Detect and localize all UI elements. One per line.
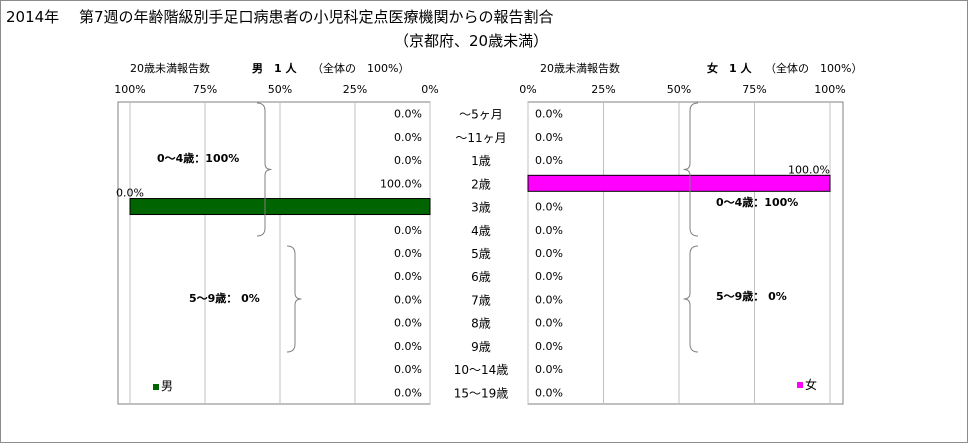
female-data-label: 0.0% bbox=[535, 386, 563, 399]
female-tick-label: 75% bbox=[742, 83, 766, 96]
female-share: （全体の 100%） bbox=[765, 62, 863, 75]
male-data-label: 0.0% bbox=[394, 131, 422, 144]
age-category-label: 10～14歳 bbox=[454, 363, 509, 377]
female-data-label: 0.0% bbox=[535, 363, 563, 376]
male-caption: 20歳未満報告数 bbox=[130, 62, 210, 75]
female-plot-area bbox=[527, 101, 844, 405]
female-tick-label: 50% bbox=[667, 83, 691, 96]
female-tick-label: 25% bbox=[591, 83, 615, 96]
female-legend-swatch bbox=[797, 382, 803, 388]
male-tick-label: 75% bbox=[193, 83, 217, 96]
female-caption: 20歳未満報告数 bbox=[540, 62, 620, 75]
age-category-label: 1歳 bbox=[471, 154, 491, 168]
male-data-label: 100.0% bbox=[380, 177, 422, 190]
female-data-label: 0.0% bbox=[535, 131, 563, 144]
male-data-label: 0.0% bbox=[394, 386, 422, 399]
female-brace-0-4 bbox=[683, 102, 699, 237]
female-brace-5-9 bbox=[683, 245, 699, 353]
male-data-label: 0.0% bbox=[394, 340, 422, 353]
male-count: 男 1 人 bbox=[252, 62, 297, 75]
male-tick-label: 25% bbox=[343, 83, 367, 96]
male-group-5-9-label: 5～9歳： 0% bbox=[189, 291, 260, 305]
male-data-label: 0.0% bbox=[394, 363, 422, 376]
male-data-label: 0.0% bbox=[394, 270, 422, 283]
age-category-label: 7歳 bbox=[471, 293, 491, 307]
female-tick-label: 100% bbox=[814, 83, 845, 96]
female-group-5-9-label: 5～9歳： 0% bbox=[716, 289, 787, 303]
male-data-label: 0.0% bbox=[394, 293, 422, 306]
female-data-label: 100.0% bbox=[788, 163, 830, 176]
male-tick-label: 100% bbox=[114, 83, 145, 96]
female-data-label: 0.0% bbox=[535, 201, 563, 214]
chart-subtitle: （京都府、20歳未満） bbox=[394, 32, 549, 50]
male-data-label: 0.0% bbox=[394, 154, 422, 167]
male-data-label: 0.0% bbox=[116, 187, 144, 200]
female-data-label: 0.0% bbox=[535, 317, 563, 330]
female-group-0-4-label: 0～4歳：100% bbox=[716, 195, 798, 209]
female-data-label: 0.0% bbox=[535, 108, 563, 121]
female-data-label: 0.0% bbox=[535, 224, 563, 237]
female-data-label: 0.0% bbox=[535, 270, 563, 283]
male-brace-5-9 bbox=[286, 245, 302, 353]
chart-title: 2014年 第7週の年齢階級別手足口病患者の小児科定点医療機関からの報告割合 bbox=[6, 8, 554, 26]
male-data-label: 0.0% bbox=[394, 317, 422, 330]
female-data-label: 0.0% bbox=[535, 293, 563, 306]
age-category-label: 9歳 bbox=[471, 340, 491, 354]
male-legend-swatch bbox=[153, 384, 159, 390]
age-category-label: 8歳 bbox=[471, 317, 491, 331]
female-bar bbox=[527, 174, 831, 192]
male-brace-0-4 bbox=[256, 102, 272, 237]
male-group-0-4-label: 0～4歳：100% bbox=[157, 151, 239, 165]
male-bar bbox=[129, 198, 431, 216]
age-category-label: 5歳 bbox=[471, 247, 491, 261]
age-category-label: ～5ヶ月 bbox=[459, 108, 503, 122]
male-legend-label: 男 bbox=[161, 379, 173, 393]
female-count: 女 1 人 bbox=[707, 62, 752, 75]
female-data-label: 0.0% bbox=[535, 340, 563, 353]
male-plot-area bbox=[117, 101, 431, 405]
male-tick-label: 50% bbox=[268, 83, 292, 96]
female-tick-label: 0% bbox=[519, 83, 536, 96]
male-share: （全体の 100%） bbox=[312, 62, 410, 75]
male-tick-label: 0% bbox=[421, 83, 438, 96]
age-category-label: 3歳 bbox=[471, 201, 491, 215]
male-data-label: 0.0% bbox=[394, 224, 422, 237]
age-category-label: ～11ヶ月 bbox=[455, 131, 506, 145]
female-data-label: 0.0% bbox=[535, 154, 563, 167]
age-category-label: 15～19歳 bbox=[454, 386, 509, 400]
female-legend-label: 女 bbox=[805, 377, 817, 392]
age-category-label: 6歳 bbox=[471, 270, 491, 284]
age-category-label: 4歳 bbox=[471, 224, 491, 238]
female-data-label: 0.0% bbox=[535, 247, 563, 260]
male-data-label: 0.0% bbox=[394, 108, 422, 121]
age-category-label: 2歳 bbox=[471, 177, 491, 191]
male-data-label: 0.0% bbox=[394, 247, 422, 260]
